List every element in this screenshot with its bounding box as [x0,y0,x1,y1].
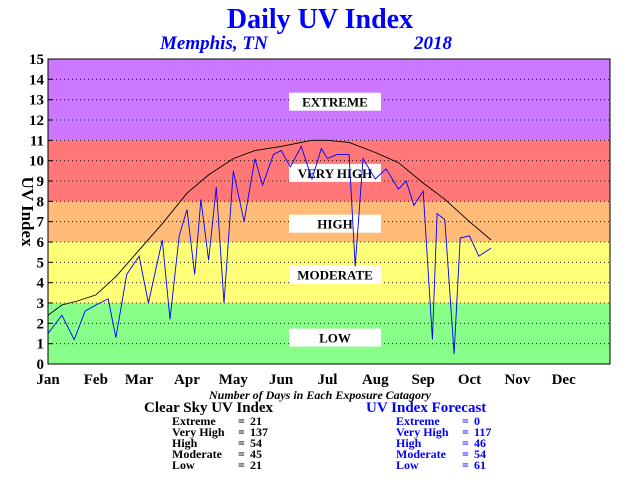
y-tick-label: 15 [29,52,44,68]
category-count: 0 [474,414,480,428]
band-label-box [289,163,381,182]
equals-sign: = [462,436,469,450]
category-label: Very High [172,425,225,439]
equals-sign: = [238,436,245,450]
equals-sign: = [462,458,469,472]
x-tick-label: Apr [174,372,200,388]
y-tick-label: 0 [37,357,45,373]
band-label: EXTREME [302,95,368,110]
clear-sky-row: High = 54 [172,436,273,450]
x-tick-label: Dec [552,372,576,388]
clear-sky-row: Moderate = 45 [172,447,273,461]
clear-sky-rows: Extreme = 21 Very High = 137 High = 54 Moderate = 4… [172,414,273,472]
y-tick-label: 11 [30,133,44,149]
equals-sign: = [238,447,245,461]
equals-sign: = [238,458,245,472]
category-label: Extreme [172,414,216,428]
forecast-row: High = 46 [396,436,491,450]
band-label-box [289,328,381,347]
forecast-row: Very High = 117 [396,425,492,439]
clear-sky-row: Very High = 137 [172,425,273,439]
y-axis-title: UV Index [18,176,37,247]
forecast-rows: Extreme = 0 Very High = 117 High = 46 Moderate = 54… [396,414,492,472]
y-tick-label: 2 [37,316,45,332]
category-count: 54 [250,436,262,450]
equals-sign: = [238,425,245,439]
x-tick-label: Jul [317,372,337,388]
x-tick-label: Aug [362,372,389,388]
clear-sky-line [47,139,492,316]
band-label-box [289,265,381,284]
category-label: High [396,436,422,450]
band-label: VERY HIGH [298,166,373,181]
band-label: MODERATE [297,268,373,283]
category-count: 46 [474,436,486,450]
forecast-summary: UV Index Forecast Extreme = 0 Very High = 117… [366,400,492,472]
category-label: Extreme [396,414,440,428]
forecast-row: Extreme = 0 [396,414,491,428]
y-tick-label: 13 [29,93,44,109]
category-label: High [172,436,198,450]
category-label: Very High [396,425,449,439]
forecast-row: Moderate = 54 [396,447,491,461]
equals-sign: = [238,414,245,428]
x-tick-label: Feb [84,372,108,388]
category-label: Low [172,458,195,472]
chart-title: Daily UV Index [226,4,414,35]
y-tick-label: 5 [37,255,45,271]
plot-frame [47,58,611,365]
forecast-title: UV Index Forecast [366,400,487,416]
exposure-caption: Number of Days in Each Exposure Catagory [208,388,432,402]
category-count: 45 [250,447,262,461]
y-tick-label: 10 [29,154,44,170]
category-count: 54 [474,447,486,461]
clear-sky-summary: Clear Sky UV Index Extreme = 21 Very High = 1… [144,400,274,472]
forecast-row: Low = 61 [396,458,491,472]
band-label-box [289,92,381,111]
x-tick-label: Jun [269,372,294,388]
band-label: LOW [319,331,351,346]
band-label: HIGH [317,217,352,232]
category-count: 61 [474,458,486,472]
clear-sky-row: Low = 21 [172,458,273,472]
x-tick-label: Oct [458,372,481,388]
y-tick-label: 12 [29,113,44,129]
x-tick-label: Mar [125,372,154,388]
category-label: Low [396,458,419,472]
category-label: Moderate [172,447,222,461]
category-count: 117 [474,425,492,439]
x-tick-label: Sep [412,372,435,388]
equals-sign: = [462,425,469,439]
clear-sky-row: Extreme = 21 [172,414,273,428]
equals-sign: = [462,447,469,461]
location-label: Memphis, TN [160,33,268,54]
y-tick-label: 8 [37,194,45,210]
y-tick-label: 3 [37,296,45,312]
x-tick-label: Nov [504,372,530,388]
x-tick-label: Jan [36,372,60,388]
y-tick-label: 1 [37,337,45,353]
clear-sky-title: Clear Sky UV Index [144,400,274,416]
y-tick-label: 6 [37,235,45,251]
category-label: Moderate [396,447,446,461]
y-tick-label: 9 [37,174,45,190]
x-tick-label: May [219,372,249,388]
category-count: 137 [250,425,268,439]
y-tick-label: 4 [37,276,45,292]
category-count: 21 [250,414,262,428]
year-label: 2018 [414,33,452,54]
y-tick-label: 7 [37,215,45,231]
y-tick-label: 14 [29,72,45,88]
category-count: 21 [250,458,262,472]
forecast-line [47,145,492,354]
equals-sign: = [462,414,469,428]
